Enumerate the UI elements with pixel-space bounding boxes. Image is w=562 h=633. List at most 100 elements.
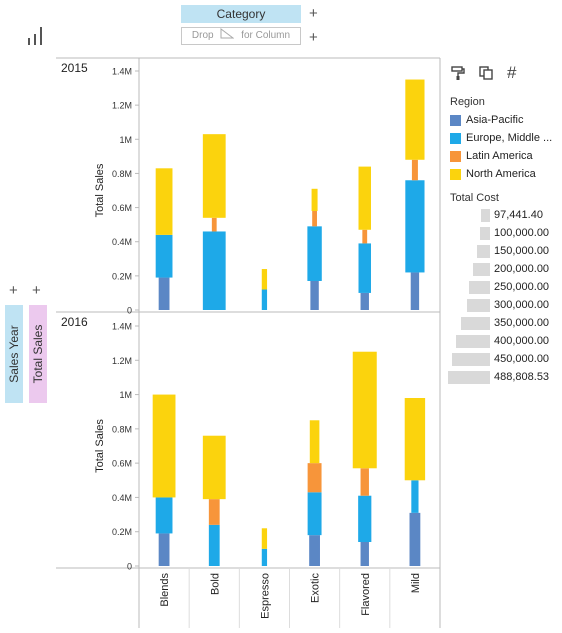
y-tick-label: 1.2M (112, 356, 132, 366)
bar-2016-flavored-0[interactable] (360, 542, 369, 566)
y-tick-label: 0 (127, 562, 132, 572)
legend-swatch[interactable] (450, 169, 461, 180)
y-tick-label: 0.8M (112, 169, 132, 179)
row-shelf-sales-year-pill[interactable]: Sales Year (5, 305, 23, 403)
bar-2015-flavored-0[interactable] (360, 292, 369, 310)
bar-2015-blends-3[interactable] (155, 168, 173, 235)
add-row-plus-1[interactable]: + (9, 282, 18, 299)
bar-2015-exotic-2[interactable] (312, 210, 317, 227)
bar-2015-mild-1[interactable] (405, 180, 425, 273)
hash-icon[interactable]: # (507, 63, 517, 82)
bar-2015-bold-1[interactable] (202, 231, 226, 310)
legend-swatch[interactable] (450, 115, 461, 126)
size-legend-label: 350,000.00 (494, 317, 550, 329)
row-shelf-total-sales-pill[interactable]: Total Sales (29, 305, 47, 403)
bar-2016-flavored-1[interactable] (358, 495, 372, 542)
bar-2016-flavored-2[interactable] (360, 468, 369, 496)
size-legend-label: 200,000.00 (494, 263, 550, 275)
bar-2015-flavored-3[interactable] (358, 166, 371, 230)
color-legend-title: Region (450, 96, 485, 108)
bar-2015-flavored-1[interactable] (358, 243, 371, 293)
bar-2016-bold-2[interactable] (208, 499, 220, 525)
bar-2016-mild-3[interactable] (404, 398, 426, 481)
bar-chart-icon[interactable] (27, 26, 47, 46)
size-legend-label: 150,000.00 (494, 245, 550, 257)
bar-2016-mild-1[interactable] (411, 480, 419, 513)
copy-icon[interactable] (478, 65, 494, 81)
y-tick-label: 0.6M (112, 459, 132, 469)
bar-2016-flavored-3[interactable] (352, 351, 377, 469)
y-tick-label: 0.2M (112, 271, 132, 281)
size-legend-bar (480, 227, 490, 240)
size-legend-bar (467, 299, 490, 312)
category-label: Espresso (259, 573, 271, 619)
total-sales-label: Total Sales (31, 324, 45, 384)
bar-2015-bold-3[interactable] (202, 134, 226, 218)
legend-label[interactable]: Latin America (466, 150, 533, 162)
size-legend-bar (456, 335, 490, 348)
bar-2015-exotic-0[interactable] (310, 280, 319, 310)
add-column-plus[interactable]: + (309, 5, 318, 22)
category-label: Blends (159, 573, 171, 607)
bar-2016-exotic-2[interactable] (307, 463, 322, 493)
bar-2015-flavored-2[interactable] (362, 229, 368, 244)
y-tick-label: 0.2M (112, 527, 132, 537)
bar-2015-exotic-1[interactable] (307, 226, 322, 281)
panel-label-2015: 2015 (61, 61, 88, 75)
bar-2015-bold-2[interactable] (211, 217, 217, 232)
legend-label[interactable]: North America (466, 168, 536, 180)
category-label: Mild (410, 573, 422, 593)
y-tick-label: 0.8M (112, 424, 132, 434)
category-label: Bold (209, 573, 221, 595)
bar-2016-bold-1[interactable] (208, 524, 220, 566)
y-tick-label: 0.4M (112, 237, 132, 247)
bar-2015-espresso-1[interactable] (261, 289, 268, 310)
chart-canvas: 2015 Total Sales 0 0.2M 0.4M 0.6M 0.8M 1M 1.2M 1.… (56, 57, 441, 628)
size-legend-label: 250,000.00 (494, 281, 550, 293)
y-tick-label: 0.6M (112, 203, 132, 213)
bar-2016-bold-3[interactable] (202, 435, 226, 500)
bar-2016-exotic-0[interactable] (309, 535, 320, 566)
size-legend-bar (461, 317, 490, 330)
bar-2016-espresso-3[interactable] (261, 528, 268, 549)
size-legend-title: Total Cost (450, 192, 499, 204)
bar-2016-blends-3[interactable] (152, 394, 176, 498)
legend-swatch[interactable] (450, 133, 461, 144)
bar-2015-mild-0[interactable] (410, 272, 420, 310)
y-tick-label: 1.4M (112, 67, 132, 77)
bar-2016-exotic-3[interactable] (309, 420, 320, 464)
column-shelf-category-pill[interactable]: Category (181, 5, 301, 23)
size-legend-label: 300,000.00 (494, 299, 550, 311)
bar-2015-blends-0[interactable] (158, 277, 170, 310)
size-legend-bar (481, 209, 490, 222)
column-drop-zone[interactable]: Drop for Column (181, 27, 301, 45)
bar-2015-exotic-3[interactable] (311, 188, 318, 211)
y-tick-label: 0.4M (112, 493, 132, 503)
category-label: Exotic (310, 573, 322, 603)
bar-2016-mild-0[interactable] (409, 512, 421, 566)
paint-roller-icon[interactable] (450, 65, 466, 81)
bar-2016-exotic-1[interactable] (307, 492, 322, 536)
bar-2016-blends-0[interactable] (158, 533, 170, 566)
y-axis-label: Total Sales (94, 419, 106, 473)
bar-2015-espresso-3[interactable] (261, 269, 268, 290)
bar-2015-mild-2[interactable] (411, 159, 418, 181)
size-legend-label: 97,441.40 (494, 209, 543, 221)
drop-corner-icon (220, 28, 235, 39)
size-legend-bar (477, 245, 490, 258)
bar-2016-blends-1[interactable] (155, 497, 173, 534)
legend-label[interactable]: Europe, Middle ... (466, 132, 553, 144)
add-column-plus-2[interactable]: + (309, 29, 318, 46)
bar-2015-mild-3[interactable] (405, 79, 425, 160)
category-label: Flavored (360, 573, 372, 616)
bar-2016-espresso-1[interactable] (261, 548, 268, 566)
size-legend-bar (469, 281, 490, 294)
sales-year-label: Sales Year (7, 325, 21, 383)
bar-2015-blends-1[interactable] (155, 234, 173, 278)
add-row-plus-2[interactable]: + (32, 282, 41, 299)
y-tick-label: 0 (127, 306, 132, 316)
size-legend-label: 450,000.00 (494, 353, 550, 365)
legend-label[interactable]: Asia-Pacific (466, 114, 524, 126)
legend-swatch[interactable] (450, 151, 461, 162)
size-legend-bar (473, 263, 490, 276)
